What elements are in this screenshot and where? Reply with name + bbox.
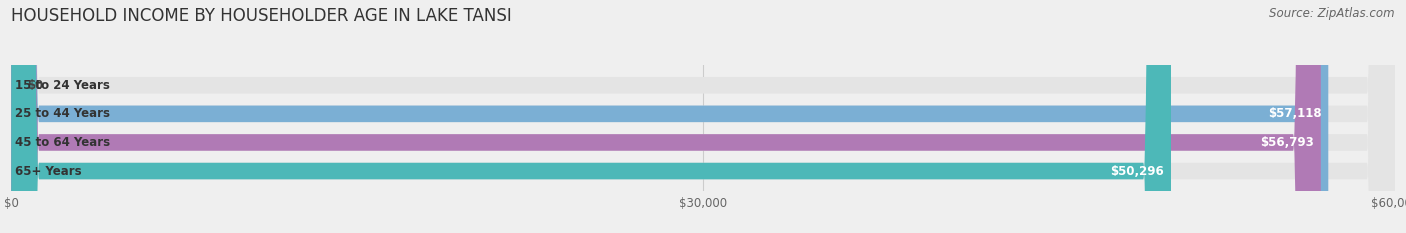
Text: 15 to 24 Years: 15 to 24 Years (14, 79, 110, 92)
Text: $50,296: $50,296 (1111, 164, 1164, 178)
Text: $56,793: $56,793 (1260, 136, 1313, 149)
FancyBboxPatch shape (11, 0, 1329, 233)
Text: 25 to 44 Years: 25 to 44 Years (14, 107, 110, 120)
FancyBboxPatch shape (11, 0, 1395, 233)
FancyBboxPatch shape (11, 0, 1320, 233)
FancyBboxPatch shape (11, 0, 1395, 233)
FancyBboxPatch shape (11, 0, 1171, 233)
Text: Source: ZipAtlas.com: Source: ZipAtlas.com (1270, 7, 1395, 20)
FancyBboxPatch shape (11, 0, 1395, 233)
FancyBboxPatch shape (11, 0, 1395, 233)
Text: $57,118: $57,118 (1268, 107, 1322, 120)
Text: 45 to 64 Years: 45 to 64 Years (14, 136, 110, 149)
Text: $0: $0 (27, 79, 44, 92)
Text: HOUSEHOLD INCOME BY HOUSEHOLDER AGE IN LAKE TANSI: HOUSEHOLD INCOME BY HOUSEHOLDER AGE IN L… (11, 7, 512, 25)
Text: 65+ Years: 65+ Years (14, 164, 82, 178)
